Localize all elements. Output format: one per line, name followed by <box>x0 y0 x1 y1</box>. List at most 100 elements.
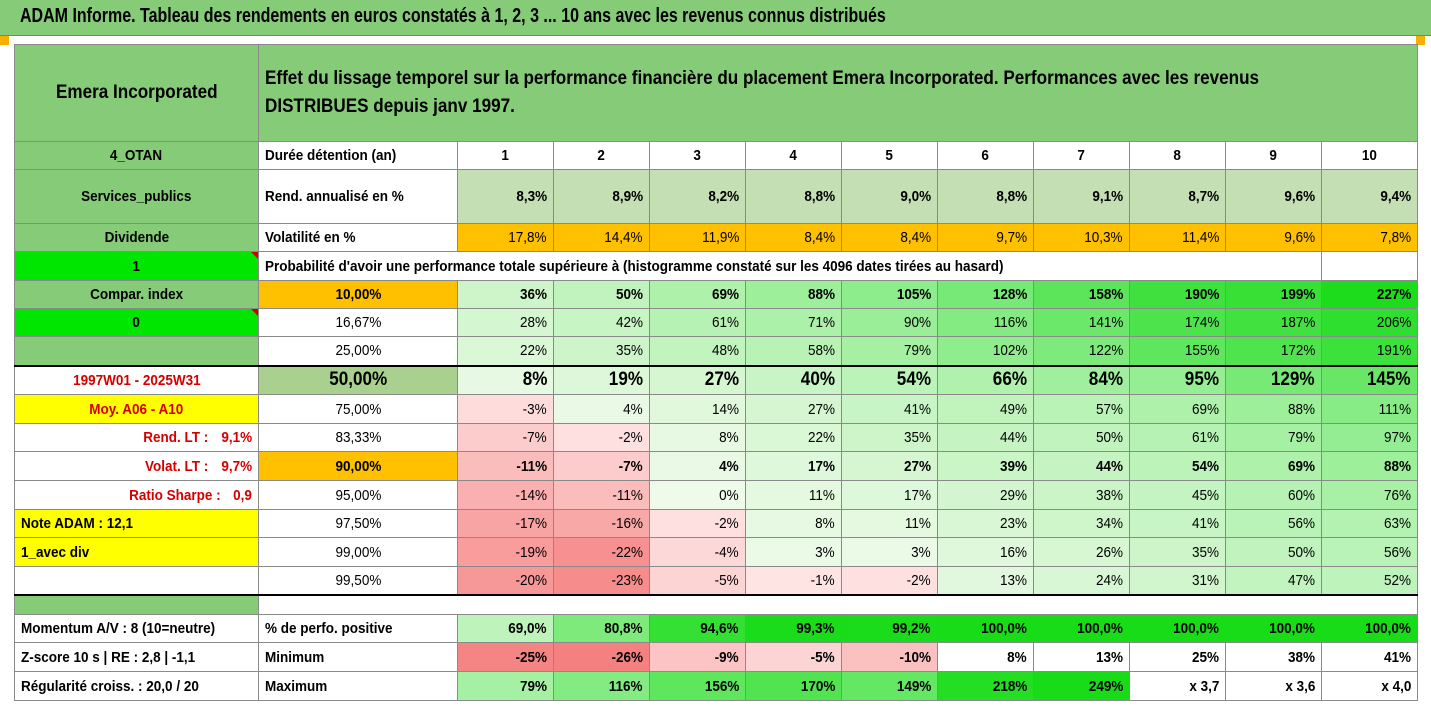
rend-value: 8,2% <box>649 169 746 224</box>
rend-value: 9,1% <box>1033 169 1130 224</box>
pos-value-text: 99,3% <box>796 620 835 637</box>
vol-value-text: 10,3% <box>1084 229 1123 246</box>
performance-table: Emera Incorporated Effet du lissage tempo… <box>14 44 1419 701</box>
year-header-text: 3 <box>693 147 702 164</box>
rend-value-text: 8,2% <box>708 188 739 205</box>
percentile-label: 97,50% <box>258 509 458 538</box>
rend-value-text: 9,4% <box>1380 188 1412 205</box>
percentile-value-text: 3% <box>911 543 931 561</box>
percentile-value-text: 60% <box>1287 486 1315 504</box>
percentile-value-text: 56% <box>1384 543 1412 561</box>
percentile-value-text: 227% <box>1376 286 1412 303</box>
percentile-value: 22% <box>457 336 554 366</box>
period-label-text: 1997W01 - 2025W31 <box>72 371 201 389</box>
percentile-value: 22% <box>745 423 842 452</box>
percentile-value: 8% <box>649 423 746 452</box>
volat-lt: Volat. LT : 9,7% <box>14 451 259 481</box>
min-value: -5% <box>745 642 842 672</box>
vol-value-text: 7,8% <box>1380 229 1412 246</box>
percentile-value-text: -7% <box>618 457 643 475</box>
vol-label-text: Volatilité en % <box>265 229 356 246</box>
percentile-label-text: 90,00% <box>335 457 381 475</box>
percentile-value-text: 79% <box>1287 429 1315 446</box>
description: Effet du lissage temporel sur la perform… <box>257 44 1419 142</box>
rend-row: Services_publics Rend. annualisé en % 8,3%… <box>14 169 1419 224</box>
pos-value-text: 100,0% <box>1269 620 1315 637</box>
percentile-value: -11% <box>457 451 554 481</box>
year-header: 3 <box>649 141 746 170</box>
max-value-text: 156% <box>704 677 739 695</box>
percentile-value: 191% <box>1320 336 1419 366</box>
percentile-label: 25,00% <box>258 336 458 366</box>
percentile-value: 97% <box>1320 423 1419 452</box>
percentile-value-text: 16% <box>999 543 1027 561</box>
percentile-value: 61% <box>1129 423 1226 452</box>
percentile-row: Ratio Sharpe : 0,9 95,00% -14% -11% 0% 11% 17% 2… <box>14 480 1419 510</box>
percentile-value-text: 155% <box>1184 342 1219 360</box>
percentile-value: 34% <box>1033 509 1130 538</box>
max-value: x 3,7 <box>1129 671 1226 701</box>
pos-label: % de perfo. positive <box>258 614 458 643</box>
percentile-value-text: 27% <box>807 400 835 418</box>
percentile-value: 42% <box>553 308 650 337</box>
percentile-value-text: -2% <box>906 571 931 589</box>
percentile-label-text: 50,00% <box>328 369 387 391</box>
percentile-value: 111% <box>1320 394 1419 424</box>
max-row: Régularité croiss. : 20,0 / 20 Maximum 79%… <box>14 671 1419 701</box>
min-value: 25% <box>1129 642 1226 672</box>
percentile-value: -20% <box>457 566 554 595</box>
max-value: 249% <box>1033 671 1130 701</box>
rend-value: 8,8% <box>745 169 842 224</box>
percentile-value-text: 88% <box>1384 457 1412 475</box>
percentile-value: 44% <box>1033 451 1130 481</box>
percentile-value: 36% <box>457 280 554 309</box>
percentile-value: 79% <box>1225 423 1322 452</box>
percentile-value-text: 190% <box>1184 286 1219 303</box>
percentile-value-text: 66% <box>992 369 1027 391</box>
percentile-value-text: 97% <box>1384 429 1412 446</box>
percentile-value: 39% <box>937 451 1034 481</box>
description-text: Effet du lissage temporel sur la perform… <box>265 68 1260 117</box>
percentile-value: 206% <box>1320 308 1419 337</box>
year-header: 4 <box>745 141 842 170</box>
empty-cell <box>1320 251 1419 281</box>
pos-value-text: 100,0% <box>1077 620 1123 637</box>
rend-value-text: 8,9% <box>612 188 643 205</box>
report-banner: ADAM Informe. Tableau des rendements en … <box>0 0 1431 36</box>
percentile-value: 90% <box>841 308 938 337</box>
max-value: x 4,0 <box>1320 671 1419 701</box>
percentile-value: 105% <box>841 280 938 309</box>
percentile-value-text: 76% <box>1384 486 1412 504</box>
pos-label-text: % de perfo. positive <box>265 620 393 637</box>
percentile-value-text: -23% <box>611 571 643 589</box>
percentile-label-text: 10,00% <box>335 286 381 303</box>
year-header-text: 10 <box>1362 147 1378 164</box>
rend-value: 8,8% <box>937 169 1034 224</box>
max-value: 170% <box>745 671 842 701</box>
percentile-value-text: -2% <box>618 429 643 446</box>
percentile-value-text: 35% <box>1191 543 1219 561</box>
percentile-value: 57% <box>1033 394 1130 424</box>
percentile-value-text: 36% <box>519 286 547 303</box>
rend-value-text: 8,8% <box>804 188 835 205</box>
percentile-value-text: -22% <box>611 543 643 561</box>
percentile-value-text: 38% <box>1095 486 1123 504</box>
pos-value: 99,2% <box>841 614 938 643</box>
percentile-value-text: 49% <box>999 400 1027 418</box>
percentile-value: 61% <box>649 308 746 337</box>
percentile-value-text: 61% <box>711 314 739 331</box>
min-row: Z-score 10 s | RE : 2,8 | -1,1 Minimum -25… <box>14 642 1419 672</box>
percentile-value-text: 69% <box>1191 400 1219 418</box>
min-value-text: -25% <box>515 648 547 666</box>
min-value-text: 8% <box>1007 648 1027 666</box>
percentile-value: 56% <box>1225 509 1322 538</box>
percentile-value-text: 0% <box>719 486 739 504</box>
momentum-label: Momentum A/V : 8 (10=neutre) <box>14 614 259 643</box>
vol-value: 17,8% <box>457 223 554 252</box>
rend-value-text: 9,0% <box>900 188 931 205</box>
percentile-value-text: 19% <box>608 369 643 391</box>
min-value: 38% <box>1225 642 1322 672</box>
percentile-value: 14% <box>649 394 746 424</box>
left-empty <box>14 336 259 366</box>
percentile-value: 79% <box>841 336 938 366</box>
